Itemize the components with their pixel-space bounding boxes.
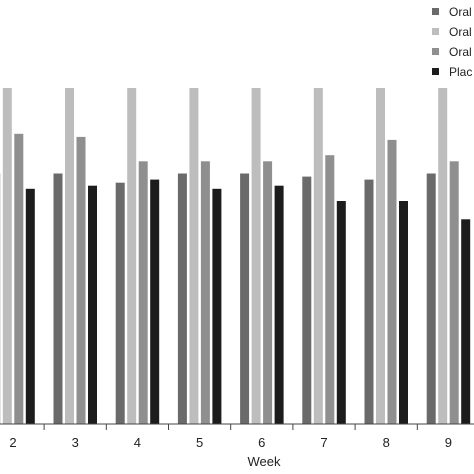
x-tick-label: 7 [320, 435, 327, 450]
bar-series2-week-3 [65, 88, 74, 424]
bar-series1-week-8 [364, 179, 374, 424]
bar-series3-week-7 [325, 155, 335, 424]
bar-series1-week-3 [53, 173, 63, 424]
bar-series2-week-9 [438, 88, 448, 424]
bar-series1-week-5 [177, 173, 187, 424]
bar-series3-week-6 [263, 161, 273, 425]
legend-label: Plac [449, 65, 472, 79]
x-tick-label: 3 [72, 435, 79, 450]
x-tick-label: 2 [9, 435, 16, 450]
bar-series2-week-2 [2, 88, 12, 424]
legend-swatch [432, 48, 439, 55]
bar-series4-week-5 [212, 188, 222, 424]
legend-swatch [432, 68, 439, 75]
legend: Oral Oral Oral Plac [432, 5, 472, 79]
legend-label: Oral [449, 45, 472, 59]
bar-series3-week-5 [200, 161, 210, 425]
x-axis-title: Week [248, 454, 281, 469]
bar-series2-week-4 [127, 88, 137, 424]
bar-series3-week-8 [387, 139, 397, 424]
bar-series1-week-7 [302, 176, 312, 424]
x-tick-label: 4 [134, 435, 141, 450]
bars-group [0, 88, 471, 425]
x-axis: 2 3 4 5 6 7 8 9 [0, 423, 474, 450]
legend-swatch [432, 8, 439, 15]
bar-series2-week-6 [251, 88, 261, 424]
bar-series4-week-9 [461, 219, 471, 424]
bar-series1-week-6 [240, 173, 250, 424]
bar-series1-week-4 [115, 182, 125, 424]
x-tick-label: 9 [445, 435, 452, 450]
x-tick-label: 8 [383, 435, 390, 450]
legend-label: Oral [449, 5, 472, 19]
bar-series4-week-3 [88, 185, 97, 424]
bar-series3-week-3 [76, 136, 86, 424]
legend-swatch [432, 28, 439, 35]
bar-series1-week-9 [426, 173, 436, 424]
bar-series3-week-2 [14, 133, 24, 425]
bar-series4-week-4 [150, 179, 160, 424]
bar-series4-week-2 [25, 188, 35, 424]
x-tick-label: 5 [196, 435, 203, 450]
bar-series2-week-5 [189, 88, 199, 424]
bar-series4-week-7 [336, 201, 346, 424]
bar-series3-week-4 [138, 161, 148, 425]
bar-series4-week-6 [274, 185, 284, 424]
bar-series2-week-7 [313, 88, 323, 424]
bar-series4-week-8 [399, 201, 408, 424]
bar-series2-week-8 [376, 88, 385, 424]
bar-series3-week-9 [449, 161, 459, 425]
x-tick-label: 6 [258, 435, 265, 450]
x-ticks: 2 3 4 5 6 7 8 9 [9, 424, 452, 450]
legend-label: Oral [449, 25, 472, 39]
